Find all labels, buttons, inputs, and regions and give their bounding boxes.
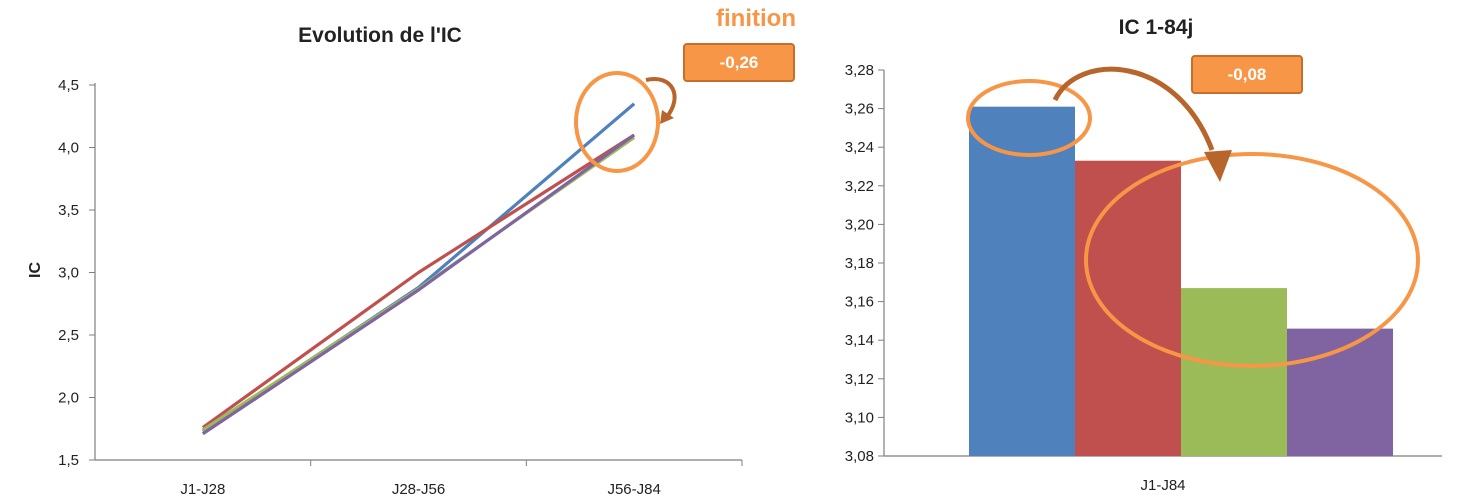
bar-chart-y-tick-label: 3,20	[845, 216, 874, 233]
line-chart-series	[201, 102, 636, 436]
line-chart-y-axis-label: IC	[27, 262, 44, 278]
bar-arrow-head	[1204, 150, 1232, 182]
bar-blue	[969, 106, 1075, 457]
bar-chart-y-tick-label: 3,26	[845, 101, 874, 118]
bar-chart-y-tick-label: 3,12	[845, 371, 874, 388]
line-chart-x-tick-label: J56-J84	[607, 481, 660, 498]
finition-label: finition	[716, 5, 796, 32]
bar-callout-value: -0,08	[1228, 65, 1267, 84]
line-highlight-ellipse	[574, 71, 660, 173]
line-chart-y-tick-label: 2,0	[58, 390, 79, 407]
bar-chart-title: IC 1-84j	[1119, 16, 1194, 39]
bar-chart-y-tick-label: 3,08	[845, 448, 874, 465]
bar-green	[1181, 288, 1287, 456]
bar-highlight-small-ellipse	[966, 79, 1092, 157]
line-chart-y-tick-label: 2,5	[58, 327, 79, 344]
line-callout-arrow	[645, 77, 677, 120]
bar-callout: -0,08	[1191, 55, 1303, 94]
bar-red	[1075, 160, 1181, 456]
line-chart-axes: 1,5 2,0 2,5 3,0 3,5 4,0 4,5 J1-J28 J28-J56 J56-J8…	[58, 77, 743, 498]
bar-chart-y-tick-label: 3,14	[845, 332, 874, 349]
line-callout-box	[683, 43, 795, 82]
bar-chart-x-tick-label: J1-J84	[1140, 477, 1185, 494]
bar-purple	[1287, 328, 1393, 456]
line-chart-x-tick-label: J1-J28	[180, 481, 225, 498]
bar-chart-y-tick-label: 3,24	[845, 139, 874, 156]
line-chart-x-tick-label: J28-J56	[392, 481, 445, 498]
bar-callout-box	[1191, 55, 1303, 94]
bar-callout-arrow	[1052, 66, 1215, 151]
line-chart-y-tick-label: 3,0	[58, 265, 79, 282]
line-chart-title: Evolution de l'IC	[298, 24, 462, 47]
line-chart-y-tick-label: 4,5	[58, 77, 79, 94]
line-callout: -0,26	[683, 43, 795, 82]
line-chart-y-tick-label: 3,5	[58, 202, 79, 219]
line-chart-y-tick-label: 4,0	[58, 140, 79, 157]
bar-chart-y-tick-label: 3,18	[845, 255, 874, 272]
bar-chart-y-tick-label: 3,16	[845, 294, 874, 311]
line-callout-value: -0,26	[720, 53, 759, 72]
line-arrow-head	[660, 110, 674, 124]
bar-highlight-large-ellipse	[1084, 152, 1420, 368]
line-series-red	[201, 133, 636, 429]
bar-chart-bars	[969, 106, 1393, 457]
line-chart-y-tick-label: 1,5	[58, 452, 79, 469]
line-series-purple	[201, 133, 636, 436]
bar-chart-y-tick-label: 3,10	[845, 409, 874, 426]
bar-chart-y-tick-label: 3,28	[845, 62, 874, 79]
bar-chart-y-tick-label: 3,22	[845, 178, 874, 195]
